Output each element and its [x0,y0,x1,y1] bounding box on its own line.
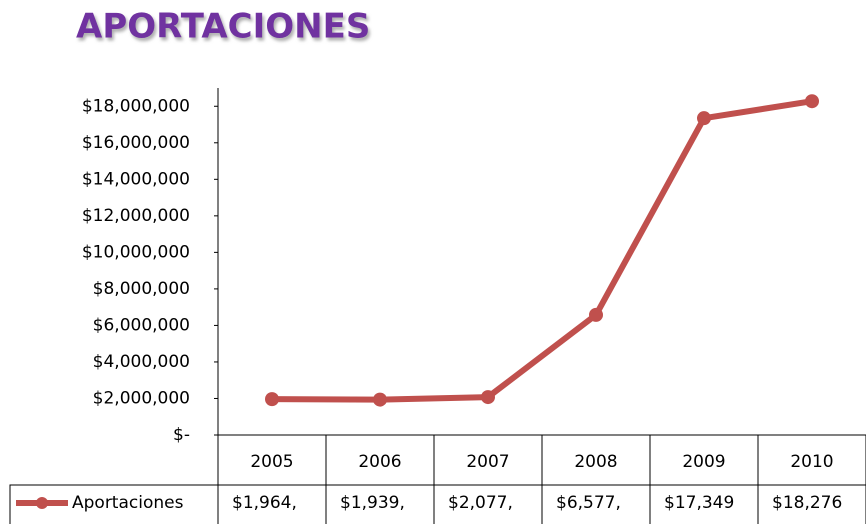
marker [805,94,819,109]
y-tick-label: $10,000,000 [82,242,190,262]
y-tick-label: $18,000,000 [82,96,190,116]
y-tick-label: $4,000,000 [93,352,190,372]
chart-title: APORTACIONES [76,7,370,47]
data-label: $1,964, [232,493,297,513]
marker [589,307,603,322]
marker [697,111,711,126]
y-tick-label: $16,000,000 [82,133,190,153]
x-tick-label: 2010 [790,452,833,472]
data-label: $2,077, [448,493,513,513]
y-tick-label: $6,000,000 [93,315,190,335]
marker [481,390,495,405]
x-tick-label: 2008 [574,452,617,472]
y-tick-label: $12,000,000 [82,206,190,226]
data-label: $1,939, [340,493,405,513]
x-tick-label: 2007 [466,452,509,472]
x-tick-label: 2009 [682,452,725,472]
data-label: $17,349 [664,493,734,513]
y-tick-label: $8,000,000 [93,279,190,299]
legend-key-marker [36,497,48,509]
line [271,98,813,403]
table-cell [757,484,866,524]
legend-label: Aportaciones [72,493,184,513]
x-tick-label: 2005 [250,452,293,472]
y-tick-label: $2,000,000 [93,388,190,408]
y-tick-label: $- [173,425,190,445]
marker [373,392,387,407]
data-label: $6,577, [556,493,621,513]
y-tick-label: $14,000,000 [82,169,190,189]
x-tick-label: 2006 [358,452,401,472]
data-label: $18,276 [772,493,842,513]
marker [265,392,279,407]
